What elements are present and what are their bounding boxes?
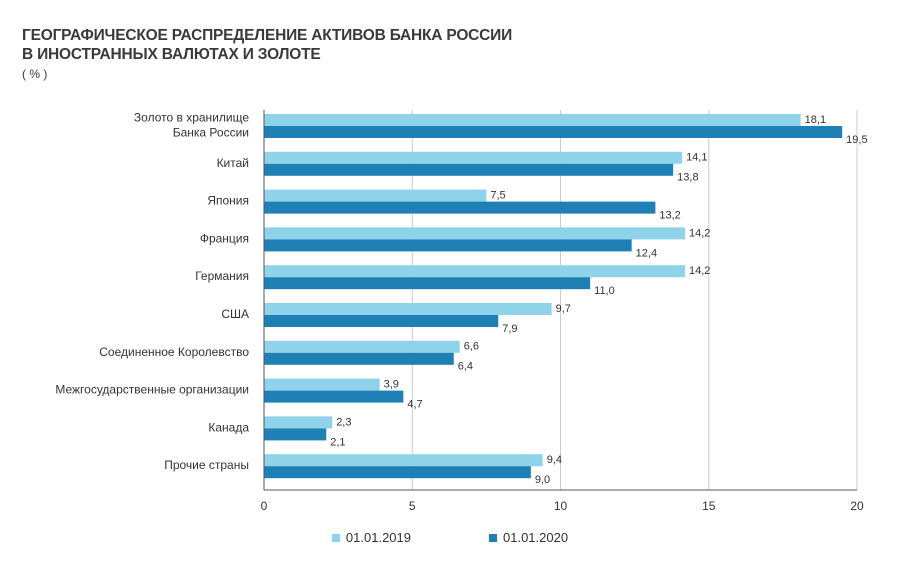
category-label-6: Соединенное Королевство — [99, 345, 249, 359]
value-label-2019-3: 14,2 — [689, 227, 710, 239]
category-label-3: Франция — [200, 232, 249, 246]
value-label-2020-8: 2,1 — [330, 436, 345, 448]
bar-2019-8 — [264, 416, 333, 429]
value-label-2020-1: 13,8 — [677, 172, 698, 184]
bar-2019-2 — [264, 189, 487, 202]
category-label-9: Прочие страны — [164, 458, 249, 472]
category-label-7: Межгосударственные организации — [55, 383, 249, 397]
value-label-2020-2: 13,2 — [659, 210, 680, 222]
bar-2019-1 — [264, 151, 683, 164]
chart-unit: ( % ) — [22, 67, 48, 81]
bar-2019-4 — [264, 265, 686, 278]
category-label-5: США — [221, 307, 249, 321]
value-label-2019-1: 14,1 — [686, 152, 707, 164]
x-tick-label-10: 10 — [554, 499, 568, 513]
category-label-8: Канада — [208, 421, 249, 435]
bar-2019-6 — [264, 340, 460, 353]
bar-2020-6 — [264, 352, 454, 365]
bar-2020-1 — [264, 163, 674, 176]
legend-label-2019: 01.01.2019 — [345, 530, 411, 545]
value-label-2020-9: 9,0 — [535, 474, 550, 486]
value-label-2020-5: 7,9 — [502, 323, 517, 335]
bar-2020-5 — [264, 315, 499, 327]
value-label-2019-0: 18,1 — [805, 114, 826, 126]
legend-swatch-2020 — [489, 533, 497, 542]
chart-title-line-1: ГЕОГРАФИЧЕСКОЕ РАСПРЕДЕЛЕНИЕ АКТИВОВ БАН… — [22, 27, 513, 44]
legend-item-2019: 01.01.2019 — [331, 530, 411, 545]
bar-2019-9 — [264, 454, 543, 467]
value-label-2020-7: 4,7 — [407, 399, 422, 411]
value-label-2019-6: 6,6 — [464, 341, 479, 353]
category-label-4: Германия — [195, 269, 249, 283]
value-label-2019-2: 7,5 — [490, 190, 505, 202]
value-label-2019-5: 9,7 — [556, 303, 571, 315]
bar-2020-3 — [264, 239, 632, 252]
x-tick-label-5: 5 — [409, 499, 416, 513]
legend-item-2020: 01.01.2020 — [489, 530, 568, 545]
chart-legend: 01.01.2019 01.01.2020 — [0, 530, 900, 545]
category-label-1: Китай — [217, 156, 249, 170]
x-tick-label-0: 0 — [261, 499, 268, 513]
value-label-2019-7: 3,9 — [384, 379, 399, 391]
value-label-2019-4: 14,2 — [689, 265, 710, 277]
bar-2020-7 — [264, 390, 404, 403]
bar-2020-2 — [264, 201, 656, 214]
bar-2020-8 — [264, 428, 327, 441]
bar-2019-0 — [264, 114, 801, 126]
bar-2020-9 — [264, 466, 531, 479]
value-label-2019-9: 9,4 — [547, 454, 562, 466]
legend-label-2020: 01.01.2020 — [503, 530, 569, 545]
bar-2019-3 — [264, 227, 686, 240]
value-label-2020-6: 6,4 — [458, 361, 473, 373]
value-label-2020-3: 12,4 — [636, 247, 657, 259]
bar-2019-7 — [264, 378, 380, 391]
chart-title-block: ГЕОГРАФИЧЕСКОЕ РАСПРЕДЕЛЕНИЕ АКТИВОВ БАН… — [22, 26, 512, 81]
value-label-2020-4: 11,0 — [594, 285, 615, 297]
bar-2020-4 — [264, 277, 591, 290]
bar-2020-0 — [264, 126, 843, 138]
x-tick-label-15: 15 — [702, 499, 716, 513]
x-tick-label-20: 20 — [850, 499, 864, 513]
category-label-0: Золото в хранилище Банка России — [134, 111, 249, 140]
value-label-2020-0: 19,5 — [846, 134, 867, 146]
value-label-2019-8: 2,3 — [336, 416, 351, 428]
legend-swatch-2019 — [331, 533, 340, 542]
chart-title-line-2: В ИНОСТРАННЫХ ВАЛЮТАХ И ЗОЛОТЕ — [22, 46, 321, 63]
category-label-2: Япония — [207, 194, 249, 208]
bar-2019-5 — [264, 303, 552, 315]
